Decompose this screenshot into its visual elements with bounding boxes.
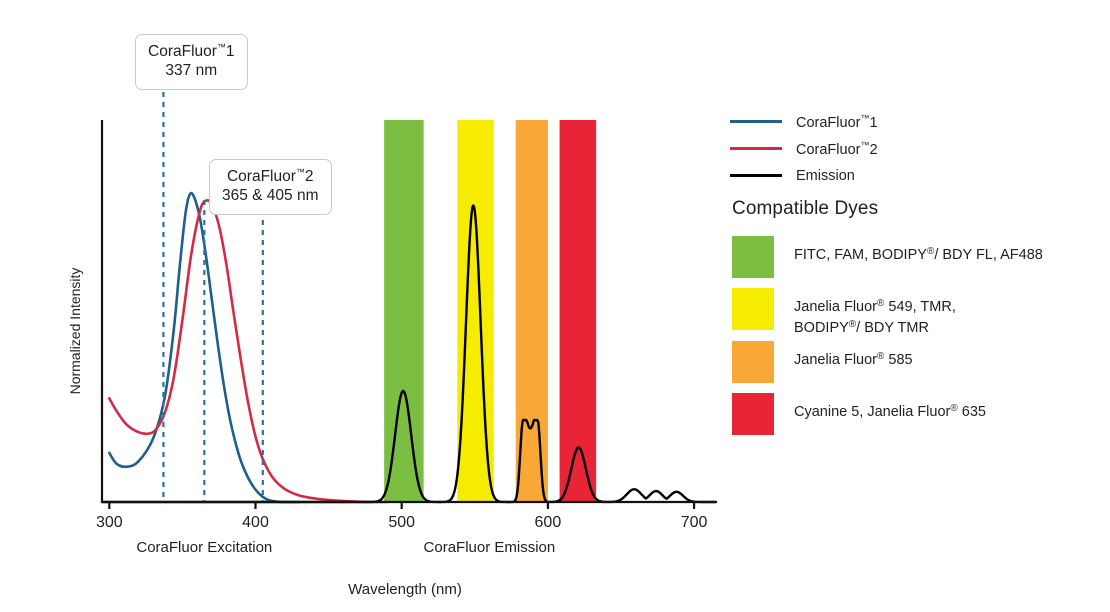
- dye-label: FITC, FAM, BODIPY®/ BDY FL, AF488: [794, 246, 1043, 263]
- dye-color-swatch: [732, 236, 774, 278]
- emission-band-red-band: [559, 120, 597, 502]
- region-label-2: CoraFluor Emission: [424, 539, 556, 556]
- emission-band-yellow-band: [457, 120, 494, 502]
- dye-item-3: Janelia Fluor® 585: [732, 341, 913, 383]
- legend-line-swatch: [730, 174, 782, 177]
- dye-item-4: Cyanine 5, Janelia Fluor® 635: [732, 393, 986, 435]
- x-tick-label-500: 500: [388, 514, 415, 531]
- dye-item-2: Janelia Fluor® 549, TMR, BODIPY®/ BDY TMR: [732, 288, 956, 338]
- legend-label: Emission: [796, 167, 855, 184]
- legend-line-swatch: [730, 147, 782, 150]
- dye-item-1: FITC, FAM, BODIPY®/ BDY FL, AF488: [732, 236, 1043, 278]
- right-panel: CoraFluor™1 CoraFluor™2 Emission Compatibl…: [730, 0, 1110, 612]
- curve-excitation-1: [108, 191, 301, 504]
- callout-line2: 365 & 405 nm: [222, 186, 319, 204]
- dye-label: Janelia Fluor® 549, TMR, BODIPY®/ BDY TMR: [794, 298, 956, 336]
- legend-line-swatch: [730, 120, 782, 123]
- x-tick-label-700: 700: [681, 514, 708, 531]
- callout-line1: CoraFluor™2: [226, 167, 314, 185]
- legend-item-2: CoraFluor™2: [730, 135, 1090, 162]
- dye-color-swatch: [732, 341, 774, 383]
- callout-line2: 337 nm: [165, 61, 218, 79]
- dye-color-swatch: [732, 288, 774, 330]
- legend-label: CoraFluor™2: [796, 139, 878, 158]
- y-axis-title: Normalized Intensity: [67, 268, 83, 395]
- dye-label: Cyanine 5, Janelia Fluor® 635: [794, 403, 986, 420]
- legend-item-1: CoraFluor™1: [730, 108, 1090, 135]
- compatible-dyes-title: Compatible Dyes: [732, 198, 879, 219]
- x-tick-label-400: 400: [242, 514, 269, 531]
- series-legend: CoraFluor™1 CoraFluor™2 Emission: [730, 108, 1090, 189]
- chart-plot-area: 300 400 500 600 700 CoraFluor Excitation CoraF…: [67, 34, 718, 598]
- callout-corafluor2: CoraFluor™2 365 & 405 nm: [209, 159, 332, 215]
- region-label-1: CoraFluor Excitation: [136, 539, 272, 556]
- x-tick-label-300: 300: [96, 514, 123, 531]
- spectra-chart: 300 400 500 600 700 CoraFluor Excitation CoraF…: [67, 82, 718, 598]
- curve-excitation-2: [108, 198, 389, 504]
- dye-color-swatch: [732, 393, 774, 435]
- callout-corafluor1: CoraFluor™1 337 nm: [135, 34, 248, 90]
- emission-band-green-band: [384, 120, 424, 502]
- callout-line1: CoraFluor™1: [148, 42, 235, 60]
- x-axis-title: Wavelength (nm): [348, 581, 462, 598]
- legend-label: CoraFluor™1: [796, 112, 878, 131]
- legend-item-3: Emission: [730, 162, 1090, 189]
- dye-label: Janelia Fluor® 585: [794, 351, 913, 368]
- x-tick-label-600: 600: [535, 514, 562, 531]
